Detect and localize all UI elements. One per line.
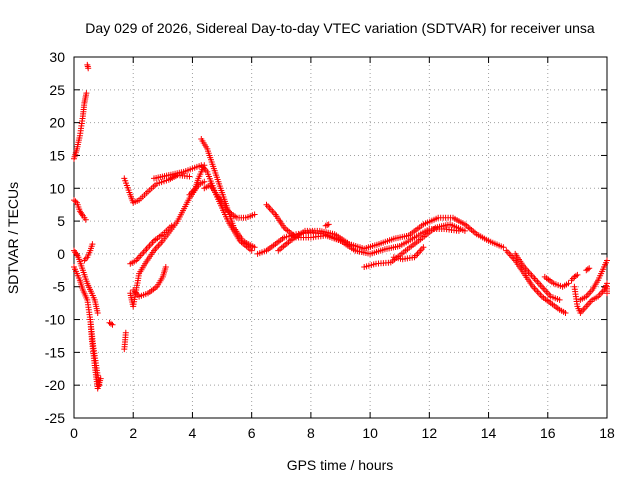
series-arc-b xyxy=(84,61,92,72)
series-arc-u xyxy=(361,221,468,270)
x-tick-label: 0 xyxy=(70,425,78,441)
y-tick-label: 0 xyxy=(57,246,65,262)
series-arc-aa xyxy=(571,280,610,316)
chart-title: Day 029 of 2026, Sidereal Day-to-day VTE… xyxy=(85,20,595,36)
x-tick-label: 12 xyxy=(422,425,438,441)
series-arc-m xyxy=(130,264,169,300)
y-tick-label: 25 xyxy=(49,82,65,98)
x-tick-label: 16 xyxy=(540,425,556,441)
series-arc-l xyxy=(127,222,175,267)
x-tick-label: 6 xyxy=(248,425,256,441)
series-markers xyxy=(604,283,610,297)
series-arc-i xyxy=(121,329,129,353)
series-arc-y xyxy=(512,250,563,303)
series-markers xyxy=(71,90,90,162)
series-arc-c xyxy=(71,197,89,223)
y-tick-label: 30 xyxy=(49,49,65,65)
series-markers xyxy=(583,265,593,274)
x-tick-label: 18 xyxy=(599,425,615,441)
y-tick-label: 15 xyxy=(49,147,65,163)
series-arc-ac xyxy=(568,271,581,284)
series-markers xyxy=(390,244,427,263)
series-markers xyxy=(127,222,175,267)
series-arc-z xyxy=(541,273,572,290)
series-arc-x xyxy=(503,247,569,316)
x-tick-label: 14 xyxy=(481,425,497,441)
series-markers xyxy=(361,221,468,270)
series-markers xyxy=(127,178,208,310)
series-arc-h xyxy=(106,319,116,328)
series-arc-ae xyxy=(604,283,610,297)
series-markers xyxy=(81,241,96,264)
x-tick-label: 2 xyxy=(129,425,137,441)
data-points xyxy=(71,61,610,392)
x-tick-label: 4 xyxy=(189,425,197,441)
series-markers xyxy=(71,247,101,316)
y-tick-label: -20 xyxy=(45,377,65,393)
series-markers xyxy=(121,172,193,206)
series-markers xyxy=(84,61,92,72)
plot-frame xyxy=(73,56,608,419)
x-tick-label: 10 xyxy=(362,425,378,441)
series-markers xyxy=(541,273,572,290)
series-markers xyxy=(121,329,129,353)
y-tick-label: -15 xyxy=(45,344,65,360)
axis-ticks: 0 2 4 6 8 10 12 14 16 18 -25 -20 -15 -10 -5 0 5 10 15 20 25 3… xyxy=(45,49,615,441)
series-arc-ad xyxy=(583,265,593,274)
x-axis-label: GPS time / hours xyxy=(287,457,394,473)
series-arc-e xyxy=(71,247,101,316)
y-axis-label: SDTVAR / TECUs xyxy=(5,182,21,294)
series-markers xyxy=(130,264,169,300)
series-arc-q xyxy=(201,182,258,221)
series-markers xyxy=(71,197,89,223)
series-arc-w xyxy=(322,221,332,229)
series-markers xyxy=(106,319,116,328)
series-markers xyxy=(571,280,610,316)
series-markers xyxy=(201,182,258,221)
series-arc-a xyxy=(71,90,90,162)
series-markers xyxy=(275,214,507,254)
series-markers xyxy=(568,271,581,284)
series-markers xyxy=(87,316,104,392)
y-tick-label: 5 xyxy=(57,213,65,229)
y-tick-label: -5 xyxy=(53,279,66,295)
series-arc-f xyxy=(81,241,96,264)
series-arc-k xyxy=(127,178,208,310)
series-arc-ab xyxy=(577,257,610,303)
y-tick-label: -10 xyxy=(45,312,65,328)
series-arc-g xyxy=(87,316,104,392)
series-markers xyxy=(263,201,344,244)
y-tick-label: 10 xyxy=(49,180,65,196)
series-arc-t xyxy=(275,214,507,254)
series-arc-s xyxy=(263,201,344,244)
x-tick-label: 8 xyxy=(307,425,315,441)
series-markers xyxy=(503,247,569,316)
y-tick-label: 20 xyxy=(49,115,65,131)
series-markers xyxy=(512,250,563,303)
series-markers xyxy=(322,221,332,229)
y-tick-label: -25 xyxy=(45,410,65,426)
series-markers xyxy=(577,257,610,303)
series-arc-j xyxy=(121,172,193,206)
series-arc-v xyxy=(390,244,427,263)
